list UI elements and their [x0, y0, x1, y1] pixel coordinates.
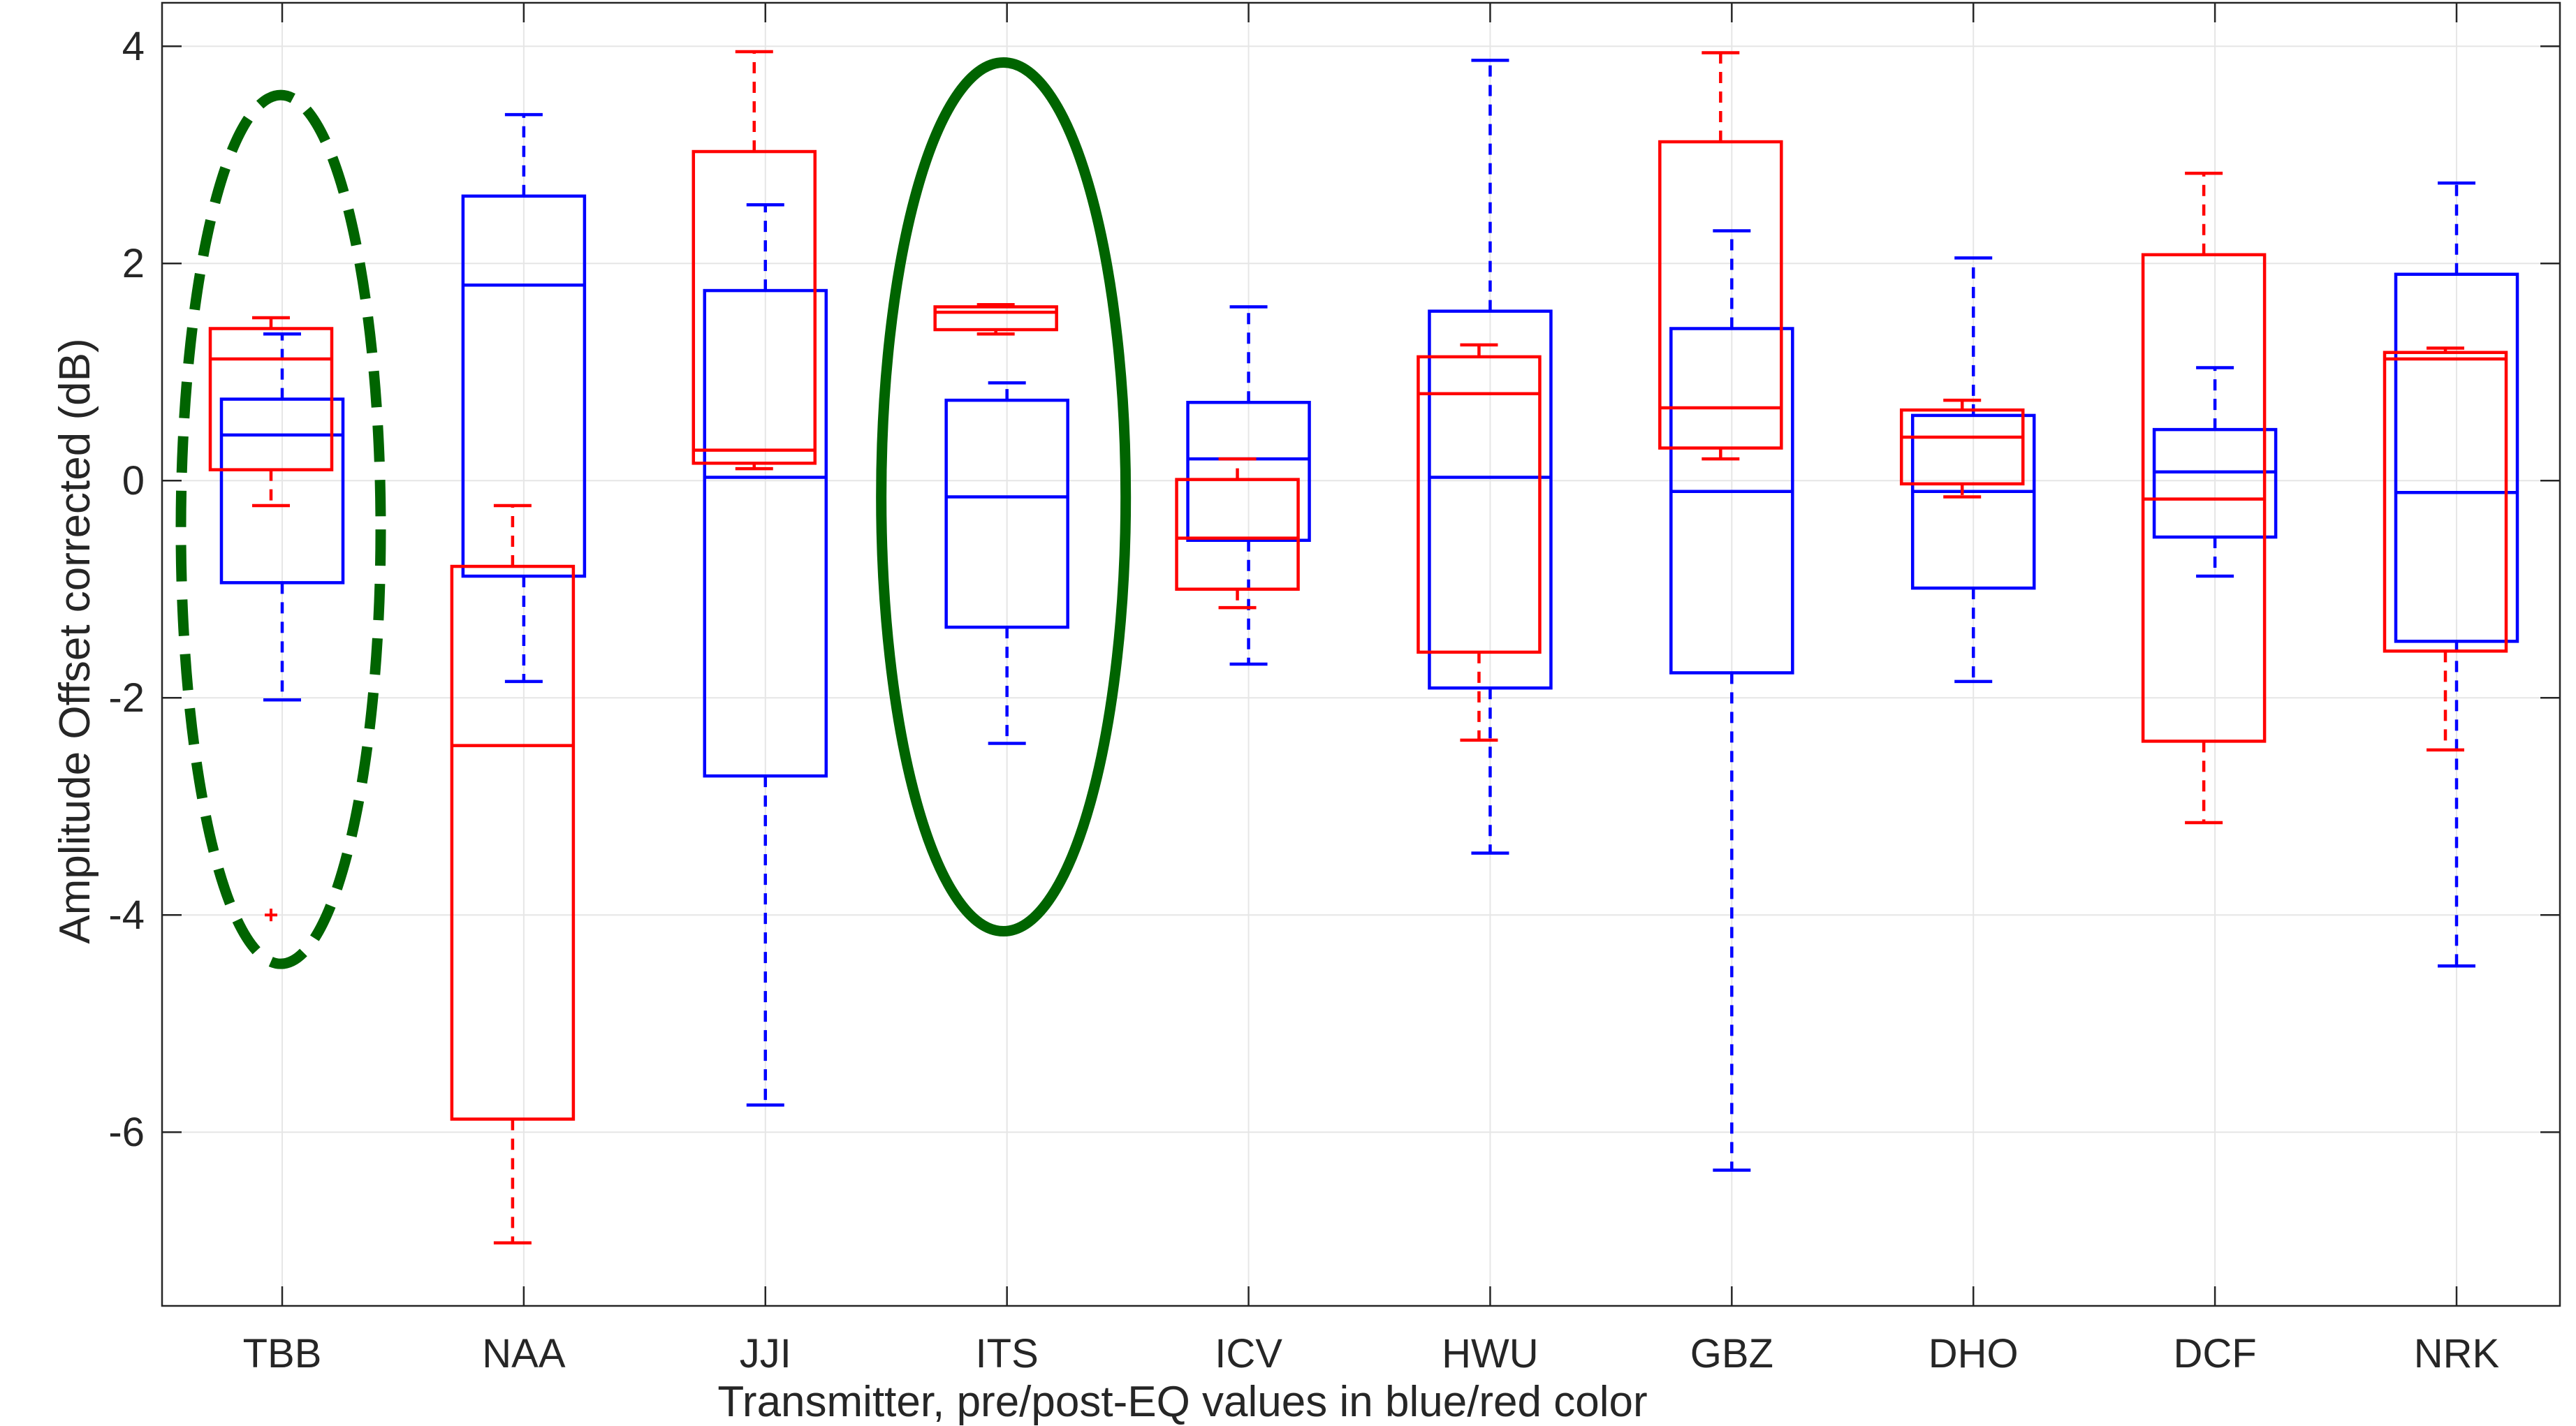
grid-lines: [162, 3, 2560, 1306]
interquartile-box: [1910, 413, 2036, 590]
interquartile-box: [1658, 140, 1783, 450]
interquartile-box: [1899, 408, 2025, 486]
y-tick-label: -4: [108, 892, 145, 938]
x-axis-label: Transmitter, pre/post-EQ values in blue/…: [717, 1378, 1647, 1426]
plot-area-frame: [161, 1, 2561, 1307]
interquartile-box: [219, 397, 345, 585]
x-tick-label-naa: NAA: [482, 1331, 566, 1376]
interquartile-box: [208, 327, 334, 471]
interquartile-box: [1428, 309, 1553, 690]
box-naa: [450, 503, 576, 1245]
box-nrk: [2394, 181, 2519, 968]
highlight-ellipse-tbb: [175, 89, 386, 969]
axis-ticks: 4 2 0 -2 -4 -6 TBB NAA JJI ITS ICV HWU GBZ DHO DCF NRK: [108, 3, 2560, 1376]
x-tick-label-jji: JJI: [740, 1331, 791, 1376]
box-nrk: [2383, 346, 2508, 752]
interquartile-box: [2394, 272, 2519, 643]
box-jji: [691, 50, 817, 471]
highlight-ellipses: [175, 57, 1132, 969]
box-its: [944, 381, 1069, 745]
interquartile-box: [944, 398, 1069, 629]
y-tick-label: 2: [122, 241, 145, 286]
box-hwu: [1428, 59, 1553, 855]
box-dcf: [2141, 171, 2267, 825]
box-icv: [1175, 457, 1300, 610]
x-tick-label-hwu: HWU: [1442, 1331, 1539, 1376]
box-tbb: [219, 332, 345, 702]
x-tick-label-nrk: NRK: [2414, 1331, 2500, 1376]
x-tick-label-icv: ICV: [1215, 1331, 1282, 1376]
interquartile-box: [2152, 427, 2278, 539]
y-tick-label: -6: [108, 1110, 145, 1155]
pre-eq-series: [219, 59, 2519, 1172]
x-tick-label-its: ITS: [976, 1331, 1039, 1376]
box-jji: [703, 203, 828, 1107]
box-hwu: [1417, 343, 1542, 742]
x-tick-label-tbb: TBB: [243, 1331, 322, 1376]
box-naa: [461, 112, 587, 684]
box-icv: [1186, 305, 1311, 666]
y-tick-label: 4: [122, 24, 145, 69]
interquartile-box: [703, 288, 828, 778]
box-tbb: [208, 316, 334, 922]
box-gbz: [1669, 229, 1794, 1172]
interquartile-box: [2383, 351, 2508, 653]
x-tick-label-dho: DHO: [1929, 1331, 2019, 1376]
y-axis-label: Amplitude Offset corrected (dB): [51, 338, 99, 943]
interquartile-box: [1417, 355, 1542, 654]
box-series: [208, 50, 2519, 1245]
interquartile-box: [691, 149, 817, 465]
x-tick-label-dcf: DCF: [2174, 1331, 2257, 1376]
interquartile-box: [1175, 478, 1300, 591]
interquartile-box: [1186, 400, 1311, 542]
interquartile-box: [461, 194, 587, 578]
box-dho: [1899, 398, 2025, 499]
highlight-ellipse-its: [876, 57, 1132, 937]
y-tick-label: 0: [122, 458, 145, 503]
interquartile-box: [933, 305, 1058, 332]
box-gbz: [1658, 51, 1783, 461]
y-tick-label: -2: [108, 675, 145, 721]
box-dcf: [2152, 366, 2278, 578]
x-tick-label-gbz: GBZ: [1690, 1331, 1773, 1376]
box-dho: [1910, 256, 2036, 684]
box-its: [933, 303, 1058, 336]
interquartile-box: [1669, 327, 1794, 675]
interquartile-box: [450, 564, 576, 1121]
post-eq-series: [208, 50, 2508, 1245]
